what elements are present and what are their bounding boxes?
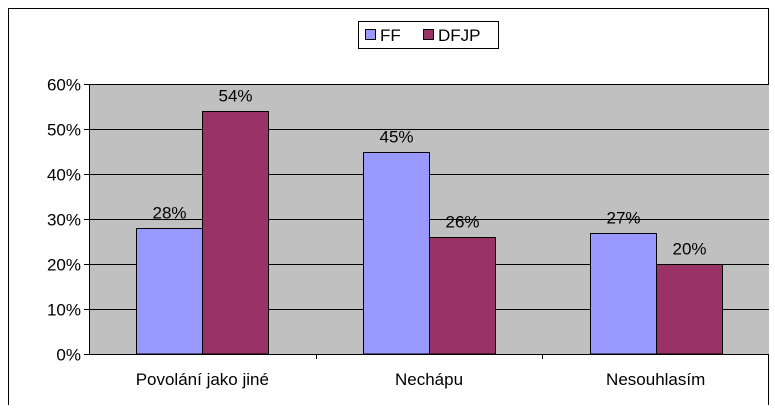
bar-ff (136, 228, 203, 355)
y-tick-label: 10% (47, 301, 81, 320)
legend: FF DFJP (358, 21, 499, 49)
bar-ff (363, 152, 430, 355)
data-label: 26% (445, 213, 479, 232)
legend-label: FF (380, 26, 401, 45)
y-tick-label: 50% (47, 121, 81, 140)
axes: 0% 10% 20% 30% 40% 50% 60% Povolání jako jiné Ne… (47, 76, 769, 389)
bars (136, 111, 723, 355)
data-label: 20% (672, 240, 706, 259)
y-tick-label: 0% (56, 346, 81, 365)
x-tick-label: Nechápu (395, 370, 463, 389)
data-labels: 28% 54% 45% 26% 27% 20% (152, 87, 706, 259)
data-label: 45% (379, 128, 413, 147)
bar-dfjp (202, 111, 269, 355)
y-tick-label: 60% (47, 76, 81, 95)
data-label: 27% (606, 209, 640, 228)
y-tick-label: 30% (47, 211, 81, 230)
y-tick-label: 20% (47, 256, 81, 275)
y-tick-label: 40% (47, 166, 81, 185)
legend-swatch-dfjp (423, 29, 434, 40)
x-tick-label: Povolání jako jiné (136, 370, 269, 389)
bar-dfjp (429, 237, 496, 355)
x-tick-label: Nesouhlasím (606, 370, 705, 389)
legend-swatch-ff (365, 29, 376, 40)
data-label: 54% (218, 87, 252, 106)
legend-label: DFJP (438, 26, 481, 45)
bar-dfjp (656, 264, 723, 355)
data-label: 28% (152, 204, 186, 223)
bar-ff (590, 233, 657, 355)
